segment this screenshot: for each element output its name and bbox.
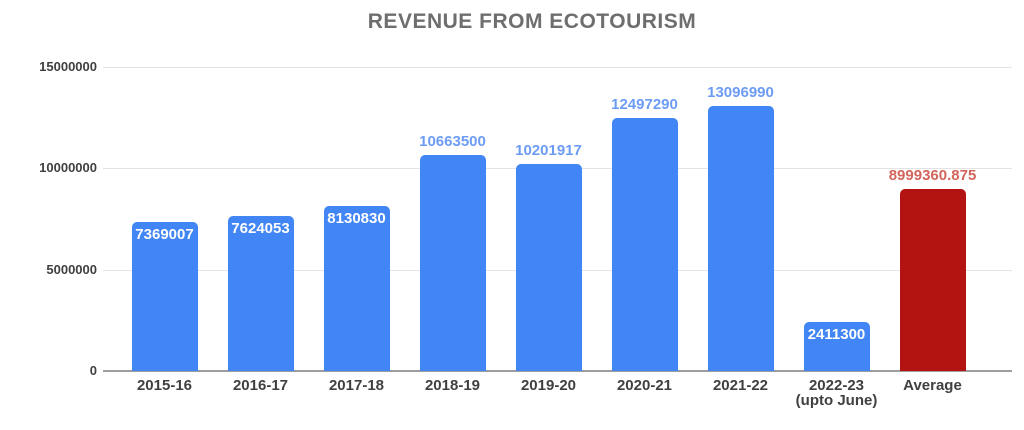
x-tick-label: 2021-22 xyxy=(712,377,769,394)
bar-2019-20 xyxy=(515,164,582,371)
bar-2020-21 xyxy=(611,117,678,371)
y-tick-label: 5000000 xyxy=(46,261,97,277)
gridline xyxy=(103,67,1012,68)
x-tick-label: Average xyxy=(903,377,962,394)
bar-value-label: 2411300 xyxy=(807,326,866,344)
bar-2017-18 xyxy=(323,206,390,371)
bar-value-label: 12497290 xyxy=(611,95,678,113)
x-tick-label: 2016-17 xyxy=(232,377,289,394)
x-tick-label: 2018-19 xyxy=(424,377,481,394)
x-tick-label: 2019-20 xyxy=(520,377,577,394)
bar-2015-16 xyxy=(131,221,198,371)
bar-2022-23 xyxy=(803,322,870,371)
chart-title: REVENUE FROM ECOTOURISM xyxy=(367,10,697,33)
bar-value-label: 7369007 xyxy=(135,225,194,243)
bar-value-label: 7624053 xyxy=(231,220,290,238)
x-tick-label: 2015-16 xyxy=(136,377,193,394)
y-tick-label: 10000000 xyxy=(39,160,97,176)
x-tick-label: 2017-18 xyxy=(328,377,385,394)
bar-average xyxy=(899,188,966,371)
bar-value-label: 10201917 xyxy=(515,142,582,160)
bar-value-label: 10663500 xyxy=(419,132,486,150)
bar-value-label: 8999360.875 xyxy=(888,166,977,184)
x-tick-label: 2020-21 xyxy=(616,377,673,394)
bar-2018-19 xyxy=(419,154,486,371)
y-tick-label: 15000000 xyxy=(39,59,97,74)
y-tick-label: 0 xyxy=(89,363,97,378)
bar-2021-22 xyxy=(707,105,774,371)
bar-value-label: 8130830 xyxy=(327,210,386,228)
x-tick-label: 2022-23 (upto June) xyxy=(795,377,878,409)
x-axis-baseline xyxy=(103,370,1012,372)
bar-2016-17 xyxy=(227,216,294,371)
bar-value-label: 13096990 xyxy=(707,83,774,101)
